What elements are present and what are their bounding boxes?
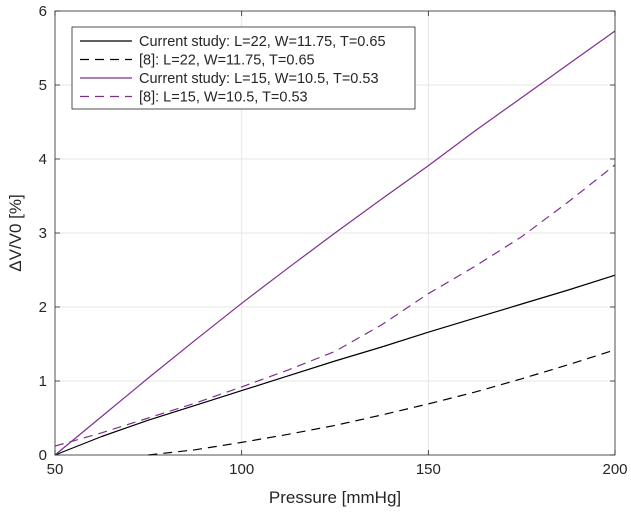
y-axis-label: ΔV/V0 [%] <box>6 194 25 272</box>
legend-label: [8]: L=15, W=10.5, T=0.53 <box>139 90 308 106</box>
y-tick-label: 2 <box>39 299 47 316</box>
legend-label: Current study: L=22, W=11.75, T=0.65 <box>139 34 386 50</box>
y-tick-label: 5 <box>39 77 47 94</box>
legend-label: [8]: L=22, W=11.75, T=0.65 <box>139 53 315 69</box>
legend: Current study: L=22, W=11.75, T=0.65 [8]:… <box>71 26 416 110</box>
y-tick-label: 6 <box>39 3 47 20</box>
y-tick-label: 4 <box>39 151 47 168</box>
series-lines <box>54 30 616 456</box>
x-tick-label: 150 <box>416 461 441 478</box>
y-tick-label: 1 <box>39 373 47 390</box>
y-tick-label: 3 <box>39 225 47 242</box>
legend-label: Current study: L=15, W=10.5, T=0.53 <box>139 71 379 87</box>
x-tick-label: 200 <box>602 461 627 478</box>
x-axis-label: Pressure [mmHg] <box>269 488 401 507</box>
y-tick-label: 0 <box>39 447 47 464</box>
series-line <box>54 30 616 456</box>
series-line <box>54 274 616 456</box>
series-line <box>148 349 616 456</box>
x-tick-label: 100 <box>229 461 254 478</box>
axis-ticks: 50 100 150 200 0 1 2 3 4 5 6 <box>39 3 628 478</box>
series-line <box>54 164 616 447</box>
x-tick-label: 50 <box>47 461 64 478</box>
